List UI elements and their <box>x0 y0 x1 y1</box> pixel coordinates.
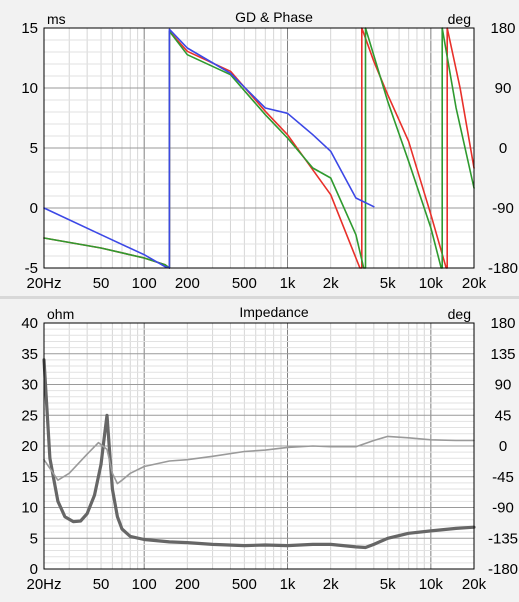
panel-divider <box>0 296 519 299</box>
right-tick-label: 180 <box>490 315 515 332</box>
plot-frame <box>43 322 475 570</box>
impedance-chart: 20Hz 50 100 200 500 1k 2k 5k 10k 20k 0 5 10 15 20 25 30 3… <box>21 304 518 593</box>
left-tick-label: 40 <box>21 315 38 332</box>
plot-frame <box>43 27 475 269</box>
left-tick-label: 10 <box>21 80 38 97</box>
left-tick-label: 30 <box>21 377 38 394</box>
series-line-2 <box>43 28 375 269</box>
series-line-1 <box>43 435 475 485</box>
x-tick-label: 500 <box>232 576 257 593</box>
right-tick-label: 135 <box>490 346 515 363</box>
x-tick-label: 100 <box>132 576 157 593</box>
chart-title: Impedance <box>239 304 308 320</box>
right-tick-label: -45 <box>492 469 514 486</box>
right-tick-label: -180 <box>488 561 518 578</box>
x-tick-label: 10k <box>419 576 444 593</box>
left-tick-label: 20 <box>21 438 38 455</box>
left-tick-label: 10 <box>21 500 38 517</box>
left-tick-label: 35 <box>21 346 38 363</box>
right-tick-label: -90 <box>492 200 514 217</box>
x-tick-label: 2k <box>323 275 339 292</box>
x-tick-label: 20Hz <box>26 275 61 292</box>
x-tick-label: 5k <box>380 275 396 292</box>
right-tick-label: 180 <box>490 20 515 37</box>
left-tick-label: -5 <box>25 260 38 277</box>
x-tick-label: 200 <box>175 576 200 593</box>
x-tick-label: 20k <box>462 275 487 292</box>
x-tick-label: 5k <box>380 576 396 593</box>
right-tick-label: 90 <box>495 80 512 97</box>
right-tick-label: -135 <box>488 530 518 547</box>
left-unit-label: ohm <box>47 306 74 322</box>
x-tick-label: 50 <box>93 576 110 593</box>
right-tick-label: 0 <box>499 438 507 455</box>
left-tick-label: 25 <box>21 407 38 424</box>
x-tick-label: 50 <box>93 275 110 292</box>
left-tick-label: 0 <box>30 561 38 578</box>
left-tick-label: 15 <box>21 20 38 37</box>
left-tick-label: 0 <box>30 200 38 217</box>
x-tick-label: 1k <box>280 576 296 593</box>
right-tick-label: 90 <box>495 377 512 394</box>
left-unit-label: ms <box>47 11 66 27</box>
right-tick-label: -90 <box>492 500 514 517</box>
x-tick-label: 100 <box>132 275 157 292</box>
x-tick-label: 2k <box>323 576 339 593</box>
x-tick-label: 20Hz <box>26 576 61 593</box>
right-tick-label: 0 <box>499 140 507 157</box>
right-unit-label: deg <box>448 11 471 27</box>
left-tick-label: 15 <box>21 469 38 486</box>
gd-phase-chart: 20Hz 50 100 200 500 1k 2k 5k 10k 20k -5 0 5 10 15 -180 -… <box>21 9 518 292</box>
left-tick-label: 5 <box>30 530 38 547</box>
right-unit-label: deg <box>448 306 471 322</box>
right-tick-label: -180 <box>488 260 518 277</box>
right-tick-label: 45 <box>495 407 512 424</box>
left-tick-label: 5 <box>30 140 38 157</box>
series-line-0 <box>42 358 476 550</box>
x-tick-label: 1k <box>280 275 296 292</box>
x-tick-label: 20k <box>462 576 487 593</box>
chart-title: GD & Phase <box>235 9 313 25</box>
x-tick-label: 10k <box>419 275 444 292</box>
x-tick-label: 200 <box>175 275 200 292</box>
x-tick-label: 500 <box>232 275 257 292</box>
